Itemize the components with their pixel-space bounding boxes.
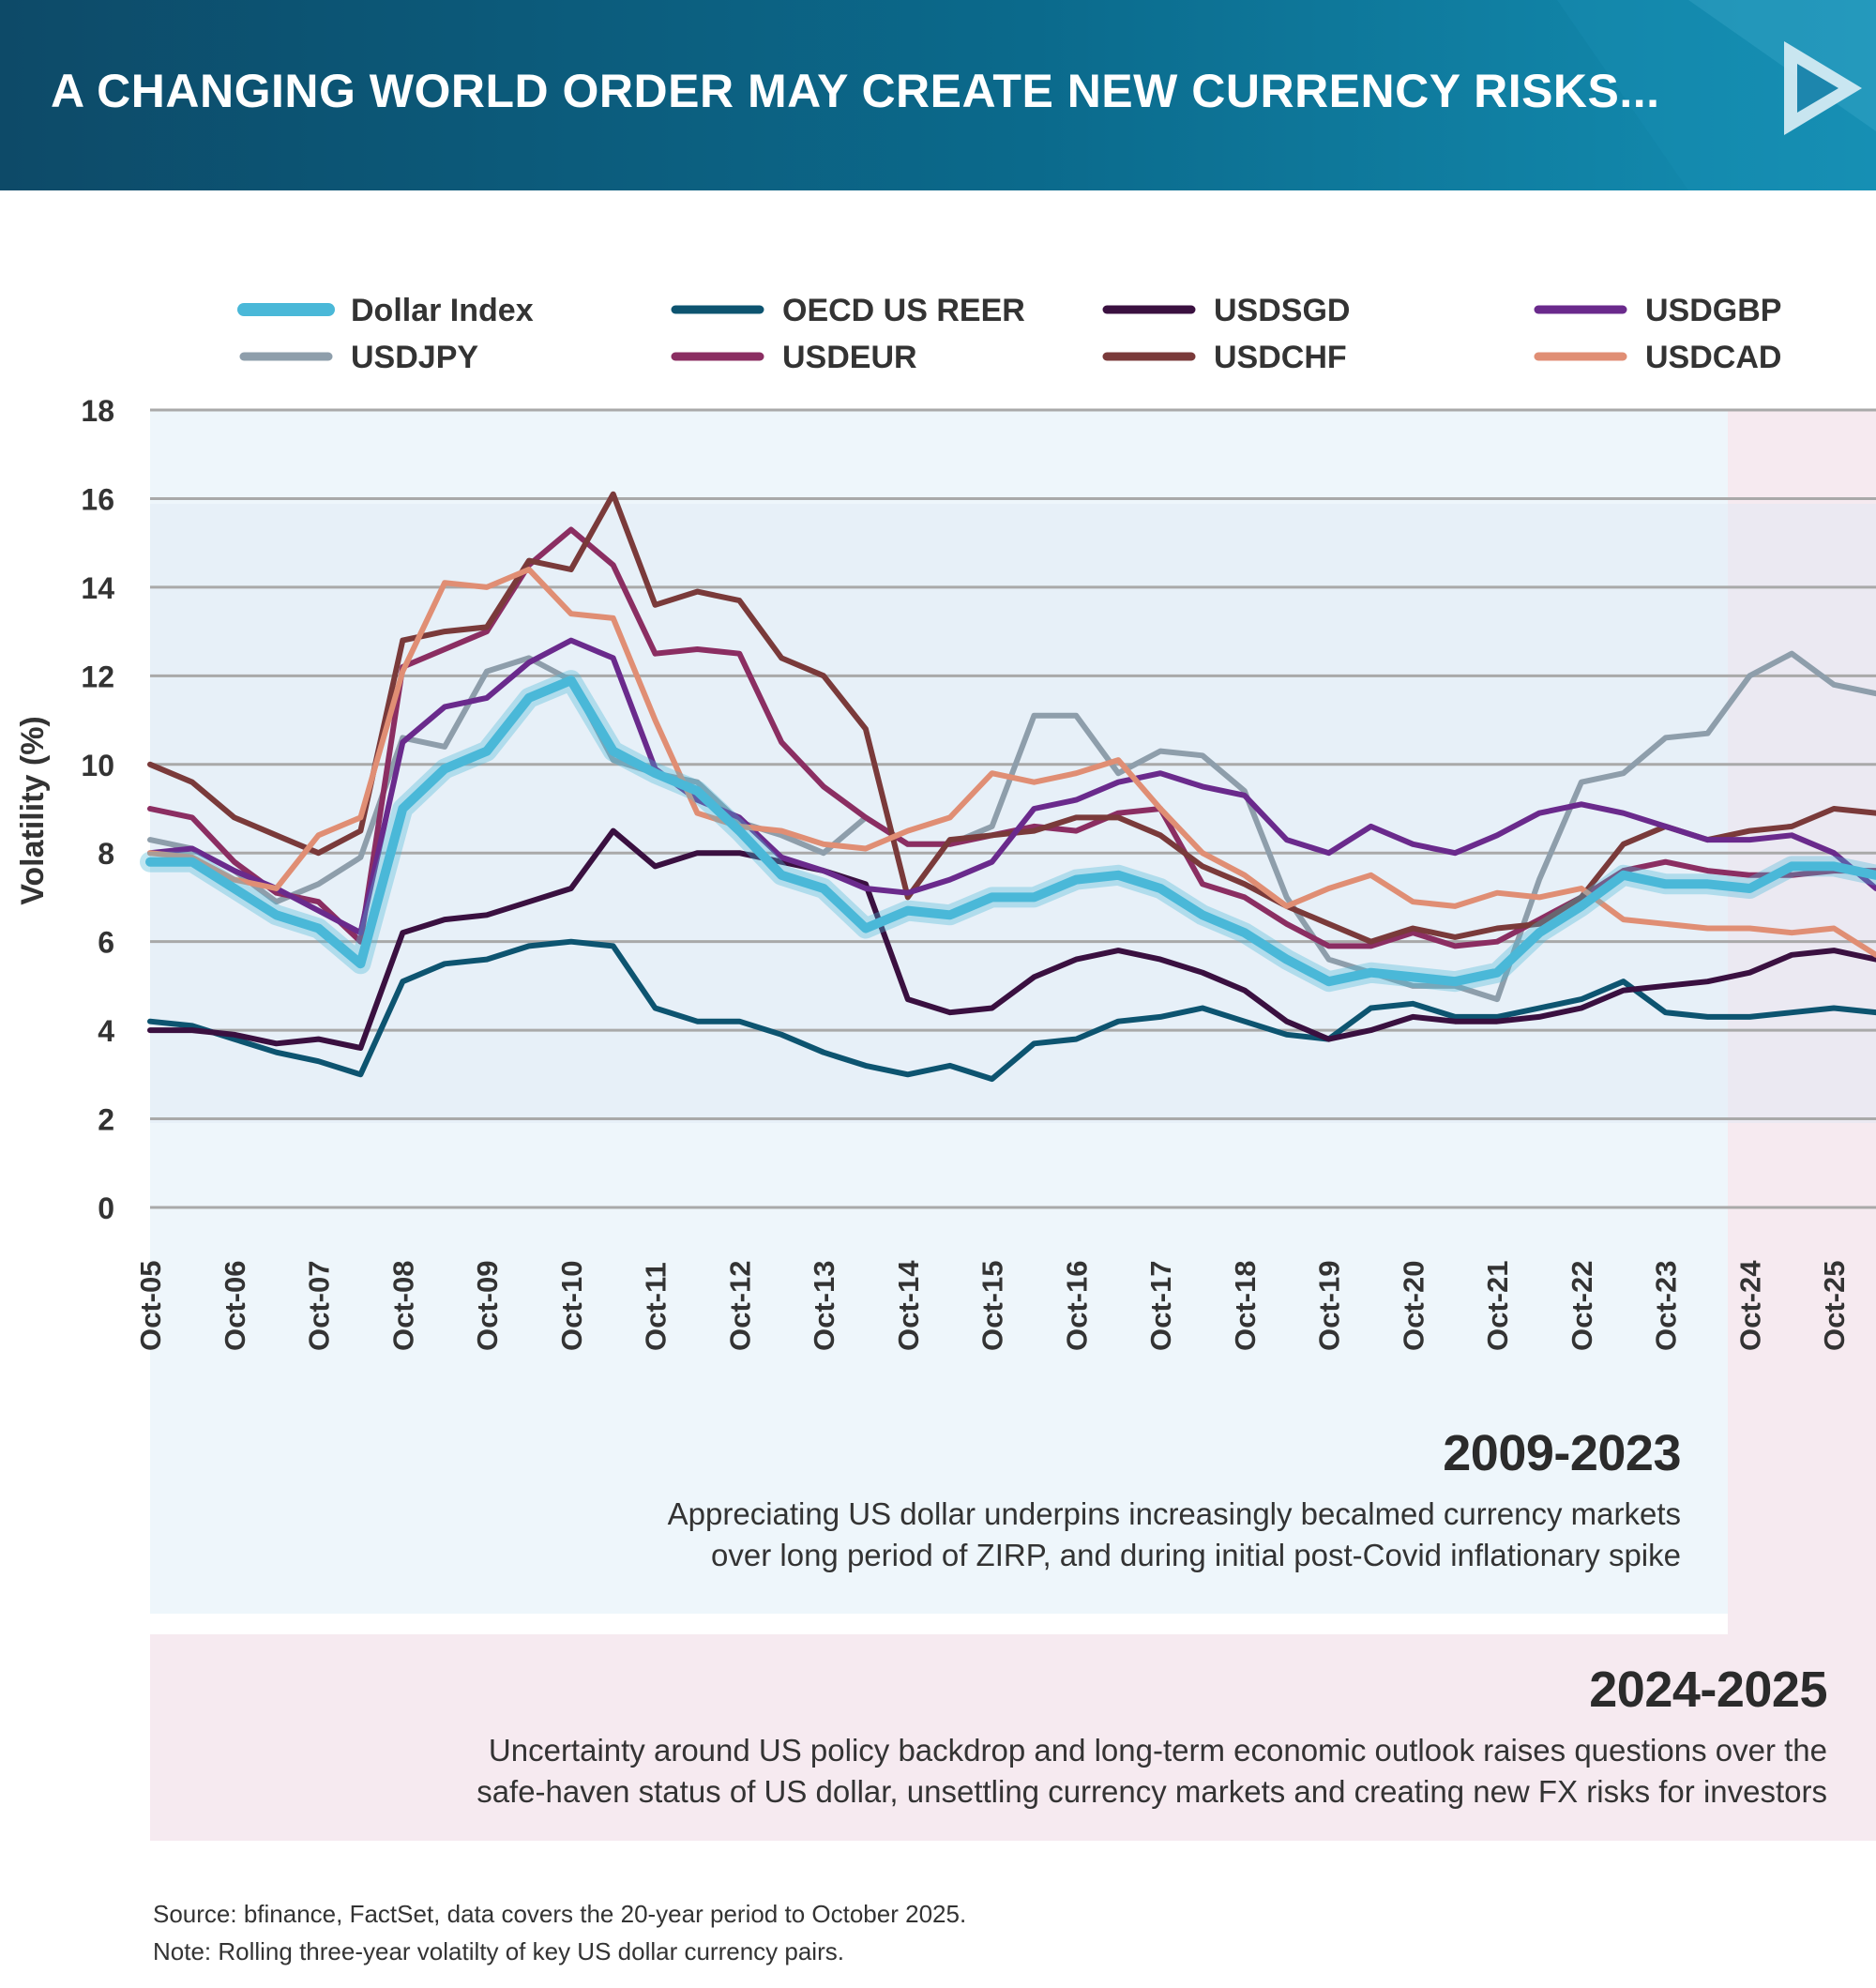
plot-band	[150, 504, 1876, 1123]
methodology-note: Note: Rolling three-year volatilty of ke…	[153, 1937, 844, 1965]
x-tick-label: Oct-16	[1060, 1261, 1093, 1351]
series-line-oecd-us-reer	[147, 938, 1876, 1083]
x-tick-label: Oct-07	[303, 1261, 336, 1351]
y-tick-label: 10	[81, 749, 114, 782]
legend-label-oecd-us-reer: OECD US REER	[782, 293, 1025, 328]
y-tick-label: 2	[98, 1103, 114, 1137]
volatility-line-chart: 0 2 4 6 8 10 12 14 16 18 Oct-05 Oct-06 Oct-07 Oct-08…	[15, 293, 1876, 1841]
x-tick-label: Oct-14	[892, 1260, 925, 1351]
source-note: Source: bfinance, FactSet, data covers t…	[153, 1900, 967, 1928]
legend-label-usdgbp: USDGBP	[1645, 293, 1781, 328]
legend-label-dollar-index: Dollar Index	[351, 293, 534, 328]
period-2009-2023-text-line-2: over long period of ZIRP, and during ini…	[711, 1538, 1681, 1572]
y-axis-label: Volatility (%)	[15, 716, 51, 905]
y-tick-label: 6	[98, 926, 114, 960]
series-lines	[140, 491, 1876, 1083]
legend-label-usdsgd: USDSGD	[1214, 293, 1350, 328]
legend: Dollar Index OECD US REER USDSGD USDGBP USDJ…	[237, 293, 1781, 375]
x-tick-label: Oct-15	[976, 1261, 1009, 1351]
y-tick-label: 8	[98, 837, 114, 871]
x-tick-label: Oct-17	[1144, 1261, 1177, 1351]
y-tick-label: 16	[81, 482, 114, 516]
legend-label-usdjpy: USDJPY	[351, 340, 478, 375]
series-line-usdsgd	[147, 827, 1876, 1051]
footer: Source: bfinance, FactSet, data covers t…	[153, 1895, 966, 1970]
x-tick-label: Oct-08	[386, 1261, 419, 1351]
period-2009-2023-text-line-1: Appreciating US dollar underpins increas…	[667, 1496, 1681, 1531]
period-2009-2023-title: 2009-2023	[1443, 1425, 1681, 1481]
page-title: A CHANGING WORLD ORDER MAY CREATE NEW CU…	[51, 65, 1660, 117]
y-tick-label: 4	[98, 1014, 114, 1048]
x-axis-ticks: Oct-05 Oct-06 Oct-07 Oct-08 Oct-09 Oct-10 Oct-…	[134, 1260, 1851, 1351]
x-tick-label: Oct-23	[1650, 1261, 1683, 1351]
x-tick-label: Oct-21	[1481, 1261, 1514, 1351]
series-line-usdgbp	[147, 637, 1876, 936]
header-banner: A CHANGING WORLD ORDER MAY CREATE NEW CU…	[0, 0, 1876, 190]
y-tick-label: 14	[81, 571, 114, 605]
x-tick-label: Oct-09	[471, 1261, 504, 1351]
banner-decoration	[1557, 0, 1876, 190]
x-tick-label: Oct-24	[1733, 1260, 1766, 1351]
x-tick-label: Oct-22	[1566, 1261, 1598, 1351]
legend-label-usdeur: USDEUR	[782, 340, 917, 375]
series-line-dollar-index	[145, 675, 1876, 987]
x-tick-label: Oct-10	[555, 1261, 588, 1351]
period-2024-2025-annotation: 2024-2025 Uncertainty around US policy b…	[326, 1661, 1827, 1813]
legend-label-usdchf: USDCHF	[1214, 340, 1347, 375]
gridlines	[150, 408, 1876, 1209]
y-axis-ticks: 0 2 4 6 8 10 12 14 16 18	[81, 394, 114, 1225]
period-2009-2023-annotation: 2009-2023 Appreciating US dollar underpi…	[555, 1424, 1682, 1576]
x-tick-label: Oct-06	[219, 1261, 251, 1351]
x-tick-label: Oct-25	[1818, 1261, 1851, 1351]
y-tick-label: 18	[81, 394, 114, 428]
y-tick-label: 12	[81, 660, 114, 693]
y-tick-label: 0	[98, 1191, 114, 1225]
series-line-usdjpy	[147, 650, 1876, 1003]
x-tick-label: Oct-20	[1397, 1261, 1430, 1351]
x-tick-label: Oct-11	[640, 1262, 673, 1351]
period-2024-2025-text-line-1: Uncertainty around US policy backdrop an…	[488, 1733, 1827, 1768]
series-line-usdcad	[147, 567, 1876, 958]
period-2024-2025-title: 2024-2025	[1589, 1662, 1827, 1718]
period-2024-2025-text-background	[150, 1634, 1876, 1841]
x-tick-label: Oct-18	[1229, 1261, 1262, 1351]
x-tick-label: Oct-19	[1313, 1261, 1346, 1351]
x-tick-label: Oct-05	[134, 1261, 167, 1351]
period-2024-2025-background	[1728, 410, 1876, 1841]
period-2024-2025-text-line-2: safe-haven status of US dollar, unsettli…	[477, 1774, 1827, 1809]
legend-label-usdcad: USDCAD	[1645, 340, 1781, 375]
play-logo-icon	[1784, 41, 1862, 135]
x-tick-label: Oct-12	[723, 1261, 756, 1351]
x-tick-label: Oct-13	[808, 1261, 840, 1351]
